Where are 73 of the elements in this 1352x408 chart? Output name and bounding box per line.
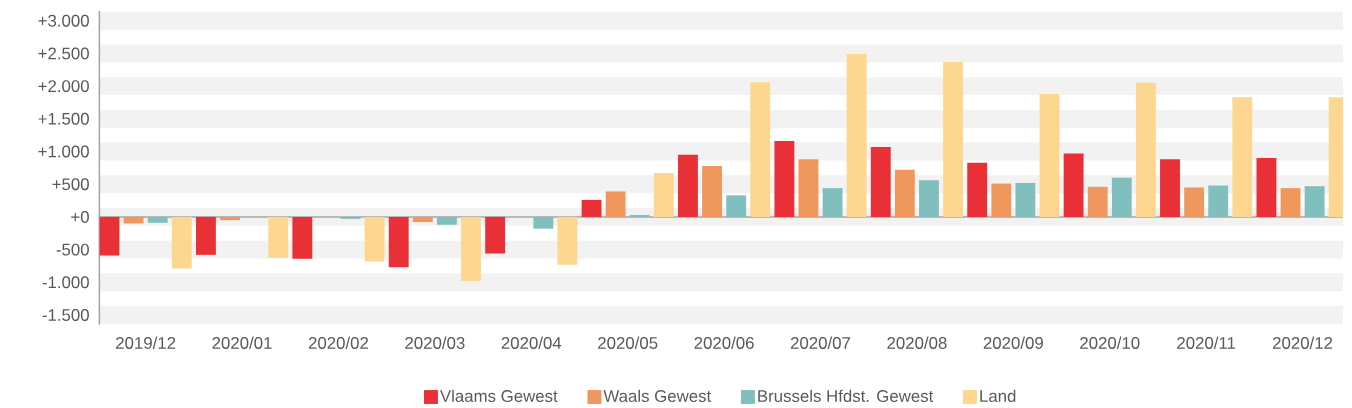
bar bbox=[1087, 186, 1108, 217]
bar bbox=[292, 216, 313, 259]
y-tick-label: +1.500 bbox=[38, 112, 89, 125]
legend-label: Vlaams Gewest bbox=[439, 389, 558, 402]
y-tick-label: +2.500 bbox=[38, 47, 89, 60]
bar bbox=[1280, 187, 1301, 217]
bar bbox=[750, 82, 771, 217]
bar bbox=[364, 216, 385, 262]
y-tick-label: -1.000 bbox=[42, 276, 89, 289]
bar bbox=[919, 180, 939, 217]
x-tick-label: 2019/12 bbox=[116, 336, 176, 349]
bar bbox=[967, 162, 988, 217]
bar bbox=[533, 216, 554, 229]
bar bbox=[581, 199, 602, 217]
bar bbox=[1256, 157, 1277, 217]
bar bbox=[1184, 187, 1205, 217]
x-tick-label: 2020/12 bbox=[1273, 336, 1333, 349]
bar bbox=[412, 216, 433, 222]
bar bbox=[388, 216, 409, 268]
bar bbox=[436, 216, 457, 225]
bar bbox=[798, 159, 819, 217]
bar bbox=[1039, 93, 1060, 217]
bar bbox=[726, 195, 747, 217]
x-tick-label: 2020/08 bbox=[887, 336, 947, 349]
bar bbox=[1208, 185, 1229, 217]
bar bbox=[268, 216, 289, 258]
x-tick-label: 2020/04 bbox=[501, 336, 562, 349]
bar bbox=[678, 154, 698, 217]
y-tick-label: -500 bbox=[56, 243, 89, 256]
bar bbox=[1015, 182, 1036, 217]
y-tick-label: +1.000 bbox=[38, 145, 89, 158]
bar bbox=[605, 191, 626, 217]
bar bbox=[702, 165, 722, 217]
bar bbox=[123, 216, 144, 224]
y-tick-label: +500 bbox=[52, 178, 89, 191]
legend-label: Waals Gewest bbox=[603, 389, 712, 402]
bar bbox=[1135, 82, 1156, 217]
bar bbox=[846, 53, 867, 217]
bar bbox=[195, 216, 216, 255]
bar bbox=[220, 216, 240, 221]
x-tick-label: 2020/05 bbox=[598, 336, 658, 349]
y-tick-label: -1.500 bbox=[42, 308, 89, 321]
x-tick-label: 2020/11 bbox=[1177, 336, 1236, 349]
bar bbox=[822, 187, 843, 217]
legend-label: Land bbox=[980, 389, 1016, 402]
x-tick-label: 2020/07 bbox=[790, 336, 851, 349]
x-tick-label: 2020/06 bbox=[694, 336, 754, 349]
legend-label: Brussels Hfdst. Gewest bbox=[758, 389, 934, 402]
y-tick-label: +3.000 bbox=[38, 14, 89, 27]
y-tick-label: +2.000 bbox=[38, 80, 89, 92]
bar bbox=[1232, 97, 1253, 217]
bar bbox=[1111, 177, 1132, 217]
x-tick-label: 2020/03 bbox=[405, 336, 465, 349]
bar bbox=[557, 216, 578, 265]
bar bbox=[1160, 159, 1180, 217]
x-tick-label: 2020/09 bbox=[983, 336, 1043, 349]
x-tick-label: 2020/10 bbox=[1080, 336, 1140, 349]
bar bbox=[870, 146, 891, 217]
bar bbox=[99, 216, 120, 256]
x-tick-label: 2020/02 bbox=[308, 336, 368, 349]
y-tick-label: +0 bbox=[71, 210, 89, 223]
bar bbox=[485, 216, 506, 254]
bar bbox=[1063, 153, 1084, 217]
x-tick-label: 2020/01 bbox=[212, 336, 272, 349]
bar bbox=[653, 172, 674, 217]
bar bbox=[991, 183, 1012, 217]
bar bbox=[1304, 186, 1325, 217]
bar bbox=[774, 140, 795, 217]
bar bbox=[171, 216, 192, 269]
bar bbox=[943, 61, 963, 217]
bar bbox=[147, 216, 168, 223]
bar bbox=[894, 169, 915, 217]
bar bbox=[461, 216, 481, 281]
